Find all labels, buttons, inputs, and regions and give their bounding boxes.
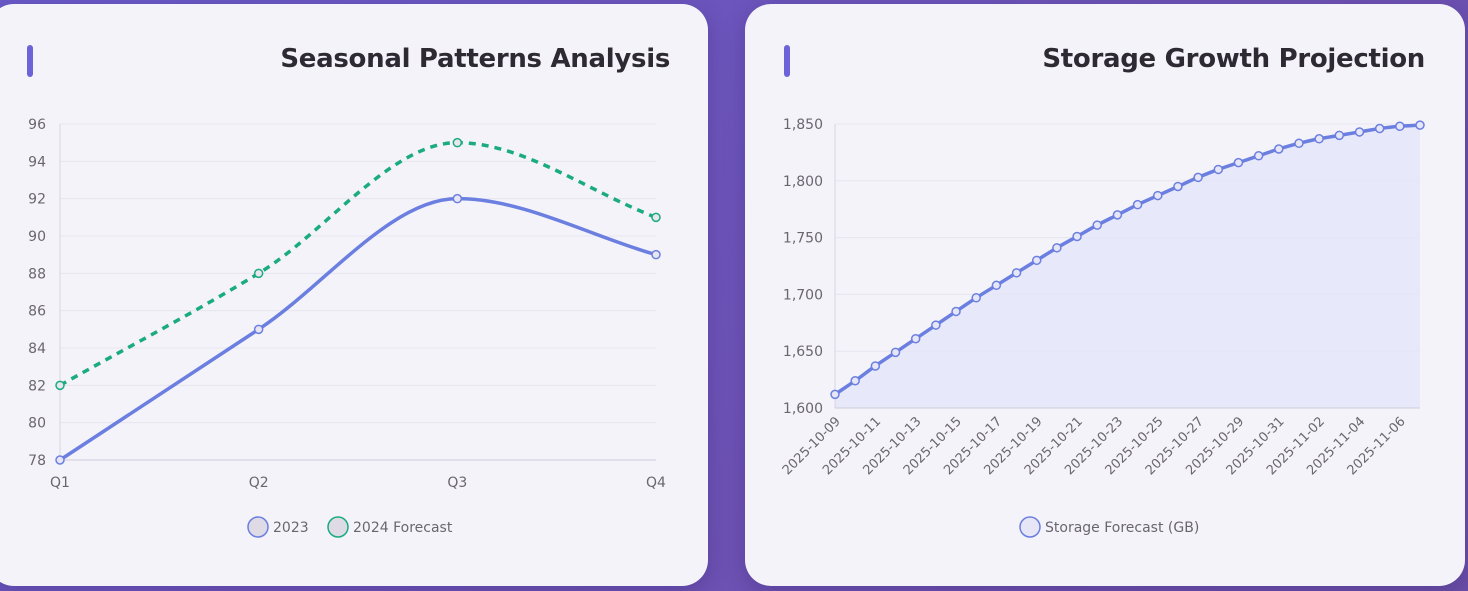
data-point xyxy=(1274,144,1284,154)
chart-title: Seasonal Patterns Analysis xyxy=(280,44,670,74)
chart-title: Storage Growth Projection xyxy=(1042,44,1425,74)
data-point xyxy=(1395,121,1405,132)
data-point xyxy=(1031,255,1042,266)
y-tick-label: 96 xyxy=(28,117,46,133)
data-point xyxy=(910,333,921,344)
data-point xyxy=(890,347,901,358)
y-tick-label: 94 xyxy=(28,154,46,170)
y-tick-label: 90 xyxy=(28,229,46,245)
data-point xyxy=(870,361,881,371)
x-tick-label: Q1 xyxy=(50,475,70,491)
legend-label: 2023 xyxy=(273,520,309,536)
data-point xyxy=(1233,157,1244,168)
y-tick-label: 1,750 xyxy=(783,231,823,247)
y-tick-label: 1,850 xyxy=(783,117,823,133)
data-point xyxy=(253,268,264,279)
data-point xyxy=(651,249,661,260)
data-point xyxy=(1132,199,1143,210)
legend-swatch xyxy=(247,516,269,538)
legend-swatch xyxy=(327,516,349,538)
data-point xyxy=(651,212,661,223)
data-point xyxy=(55,380,65,391)
data-point xyxy=(1011,268,1022,278)
data-point xyxy=(991,280,1002,291)
data-point xyxy=(1092,220,1102,230)
series-line-2024-forecast xyxy=(59,140,657,387)
data-point xyxy=(452,137,463,148)
y-tick-label: 78 xyxy=(28,453,46,469)
data-point xyxy=(1415,120,1425,130)
data-point xyxy=(1354,127,1365,137)
data-point xyxy=(1213,164,1224,175)
data-point xyxy=(971,293,981,303)
data-point xyxy=(1253,151,1264,161)
y-tick-label: 1,700 xyxy=(783,287,823,303)
data-point xyxy=(1294,138,1304,149)
data-point xyxy=(850,375,860,386)
y-tick-label: 1,800 xyxy=(783,174,823,190)
data-point xyxy=(253,324,264,335)
x-tick-label: Q4 xyxy=(646,475,666,491)
data-point xyxy=(1374,123,1385,134)
data-point xyxy=(1112,210,1123,220)
legend-swatch xyxy=(1019,516,1041,538)
y-tick-label: 1,650 xyxy=(783,344,823,360)
y-tick-label: 84 xyxy=(28,341,46,357)
data-point xyxy=(1173,181,1183,192)
y-tick-label: 92 xyxy=(28,192,46,208)
data-point xyxy=(830,389,840,400)
title-accent-bar xyxy=(27,45,33,77)
storage-chart: 1,6001,6501,7001,7501,8001,8502025-10-09… xyxy=(780,117,1425,538)
y-tick-label: 80 xyxy=(28,416,46,432)
data-point xyxy=(931,320,941,330)
data-point xyxy=(1193,172,1203,183)
title-accent-bar xyxy=(784,45,790,77)
x-tick-label: Q3 xyxy=(447,475,467,491)
y-tick-label: 82 xyxy=(28,378,46,394)
y-tick-label: 88 xyxy=(28,266,46,282)
data-point xyxy=(1072,231,1082,242)
data-point xyxy=(951,306,961,317)
seasonal-chart-card: Seasonal Patterns Analysis 78 80 82 84 86 88 9… xyxy=(0,4,708,586)
x-tick-label: Q2 xyxy=(249,475,269,491)
legend-label: Storage Forecast (GB) xyxy=(1045,520,1199,536)
y-tick-label: 1,600 xyxy=(783,401,823,417)
seasonal-chart: 78 80 82 84 86 88 90 92 94 96 Q1 Q2 Q3 Q4 2023 2024 For… xyxy=(28,117,666,538)
data-point xyxy=(1314,134,1324,144)
data-point xyxy=(55,455,65,465)
data-point xyxy=(1334,130,1345,141)
storage-chart-card: Storage Growth Projection 1,600 1,650 1,70… xyxy=(745,4,1465,586)
data-point xyxy=(1153,190,1163,201)
series-line-2023 xyxy=(59,196,657,462)
legend-label: 2024 Forecast xyxy=(353,520,453,536)
y-tick-label: 86 xyxy=(28,304,46,320)
data-point xyxy=(1052,243,1062,253)
data-point xyxy=(452,193,463,204)
area-fill xyxy=(835,125,1420,409)
